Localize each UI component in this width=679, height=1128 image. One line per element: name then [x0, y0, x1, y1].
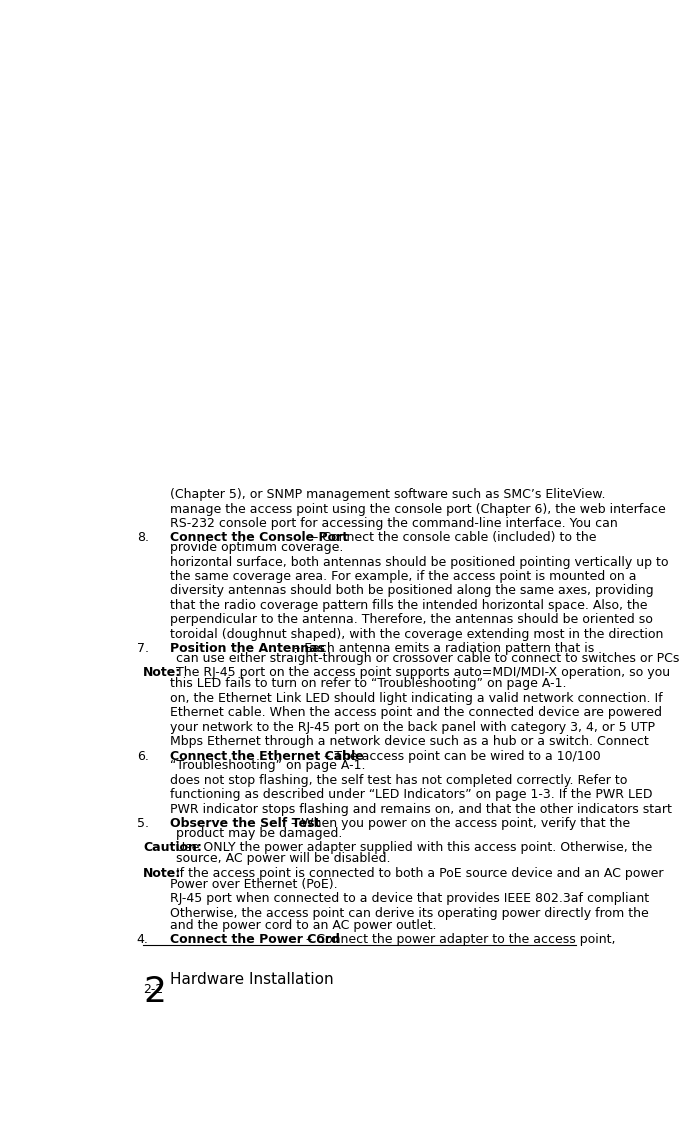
Text: Caution:: Caution:: [143, 841, 202, 854]
Text: does not stop flashing, the self test has not completed correctly. Refer to: does not stop flashing, the self test ha…: [170, 774, 627, 786]
Text: horizontal surface, both antennas should be positioned pointing vertically up to: horizontal surface, both antennas should…: [170, 555, 669, 569]
Text: (Chapter 5), or SNMP management software such as SMC’s EliteView.: (Chapter 5), or SNMP management software…: [170, 488, 606, 501]
Text: 8.: 8.: [136, 531, 149, 545]
Text: If the access point is connected to both a PoE source device and an AC power: If the access point is connected to both…: [177, 866, 664, 880]
Text: PWR indicator stops flashing and remains on, and that the other indicators start: PWR indicator stops flashing and remains…: [170, 802, 672, 816]
Text: manage the access point using the console port (Chapter 6), the web interface: manage the access point using the consol…: [170, 503, 666, 515]
Text: this LED fails to turn on refer to “Troubleshooting” on page A-1.: this LED fails to turn on refer to “Trou…: [170, 678, 566, 690]
Text: 7.: 7.: [136, 642, 149, 655]
Text: your network to the RJ-45 port on the back panel with category 3, 4, or 5 UTP: your network to the RJ-45 port on the ba…: [170, 721, 655, 733]
Text: on, the Ethernet Link LED should light indicating a valid network connection. If: on, the Ethernet Link LED should light i…: [170, 691, 663, 705]
Text: 5.: 5.: [136, 817, 149, 830]
Text: source, AC power will be disabled.: source, AC power will be disabled.: [177, 852, 391, 865]
Text: 2: 2: [143, 975, 166, 1008]
Text: can use either straight-through or crossover cable to connect to switches or PCs: can use either straight-through or cross…: [177, 652, 679, 664]
Text: Note:: Note:: [143, 866, 181, 880]
Text: RS-232 console port for accessing the command-line interface. You can: RS-232 console port for accessing the co…: [170, 517, 618, 530]
Text: the same coverage area. For example, if the access point is mounted on a: the same coverage area. For example, if …: [170, 570, 637, 583]
Text: Connect the Console Port: Connect the Console Port: [170, 531, 348, 545]
Text: Ethernet cable. When the access point and the connected device are powered: Ethernet cable. When the access point an…: [170, 706, 662, 720]
Text: and the power cord to an AC power outlet.: and the power cord to an AC power outlet…: [170, 918, 437, 932]
Text: RJ-45 port when connected to a device that provides IEEE 802.3af compliant: RJ-45 port when connected to a device th…: [170, 892, 649, 906]
Text: Power over Ethernet (PoE).: Power over Ethernet (PoE).: [170, 878, 337, 891]
Text: 2-2: 2-2: [143, 984, 163, 996]
Text: Connect the Power Cord: Connect the Power Cord: [170, 933, 340, 946]
Text: Mbps Ethernet through a network device such as a hub or a switch. Connect: Mbps Ethernet through a network device s…: [170, 735, 649, 748]
Text: diversity antennas should both be positioned along the same axes, providing: diversity antennas should both be positi…: [170, 584, 654, 598]
Text: – Each antenna emits a radiation pattern that is: – Each antenna emits a radiation pattern…: [290, 642, 595, 655]
Text: product may be damaged.: product may be damaged.: [177, 827, 343, 839]
Text: – Connect the power adapter to the access point,: – Connect the power adapter to the acces…: [301, 933, 615, 946]
Text: – The access point can be wired to a 10/100: – The access point can be wired to a 10/…: [320, 750, 601, 763]
Text: 4.: 4.: [136, 933, 149, 946]
Text: Otherwise, the access point can derive its operating power directly from the: Otherwise, the access point can derive i…: [170, 907, 649, 919]
Text: 6.: 6.: [136, 750, 149, 763]
Text: “Troubleshooting” on page A-1.: “Troubleshooting” on page A-1.: [170, 759, 365, 773]
Text: – Connect the console cable (included) to the: – Connect the console cable (included) t…: [308, 531, 597, 545]
Text: Connect the Ethernet Cable: Connect the Ethernet Cable: [170, 750, 364, 763]
Text: Position the Antennas: Position the Antennas: [170, 642, 325, 655]
Text: perpendicular to the antenna. Therefore, the antennas should be oriented so: perpendicular to the antenna. Therefore,…: [170, 614, 653, 626]
Text: – When you power on the access point, verify that the: – When you power on the access point, ve…: [287, 817, 630, 830]
Text: Observe the Self Test: Observe the Self Test: [170, 817, 320, 830]
Text: Note:: Note:: [143, 667, 181, 679]
Text: Use ONLY the power adapter supplied with this access point. Otherwise, the: Use ONLY the power adapter supplied with…: [177, 841, 653, 854]
Text: The RJ-45 port on the access point supports auto=MDI/MDI-X operation, so you: The RJ-45 port on the access point suppo…: [177, 667, 670, 679]
Text: toroidal (doughnut shaped), with the coverage extending most in the direction: toroidal (doughnut shaped), with the cov…: [170, 627, 663, 641]
Text: provide optimum coverage.: provide optimum coverage.: [170, 541, 344, 554]
Text: Hardware Installation: Hardware Installation: [170, 971, 334, 987]
Text: functioning as described under “LED Indicators” on page 1-3. If the PWR LED: functioning as described under “LED Indi…: [170, 788, 653, 801]
Text: that the radio coverage pattern fills the intended horizontal space. Also, the: that the radio coverage pattern fills th…: [170, 599, 648, 611]
